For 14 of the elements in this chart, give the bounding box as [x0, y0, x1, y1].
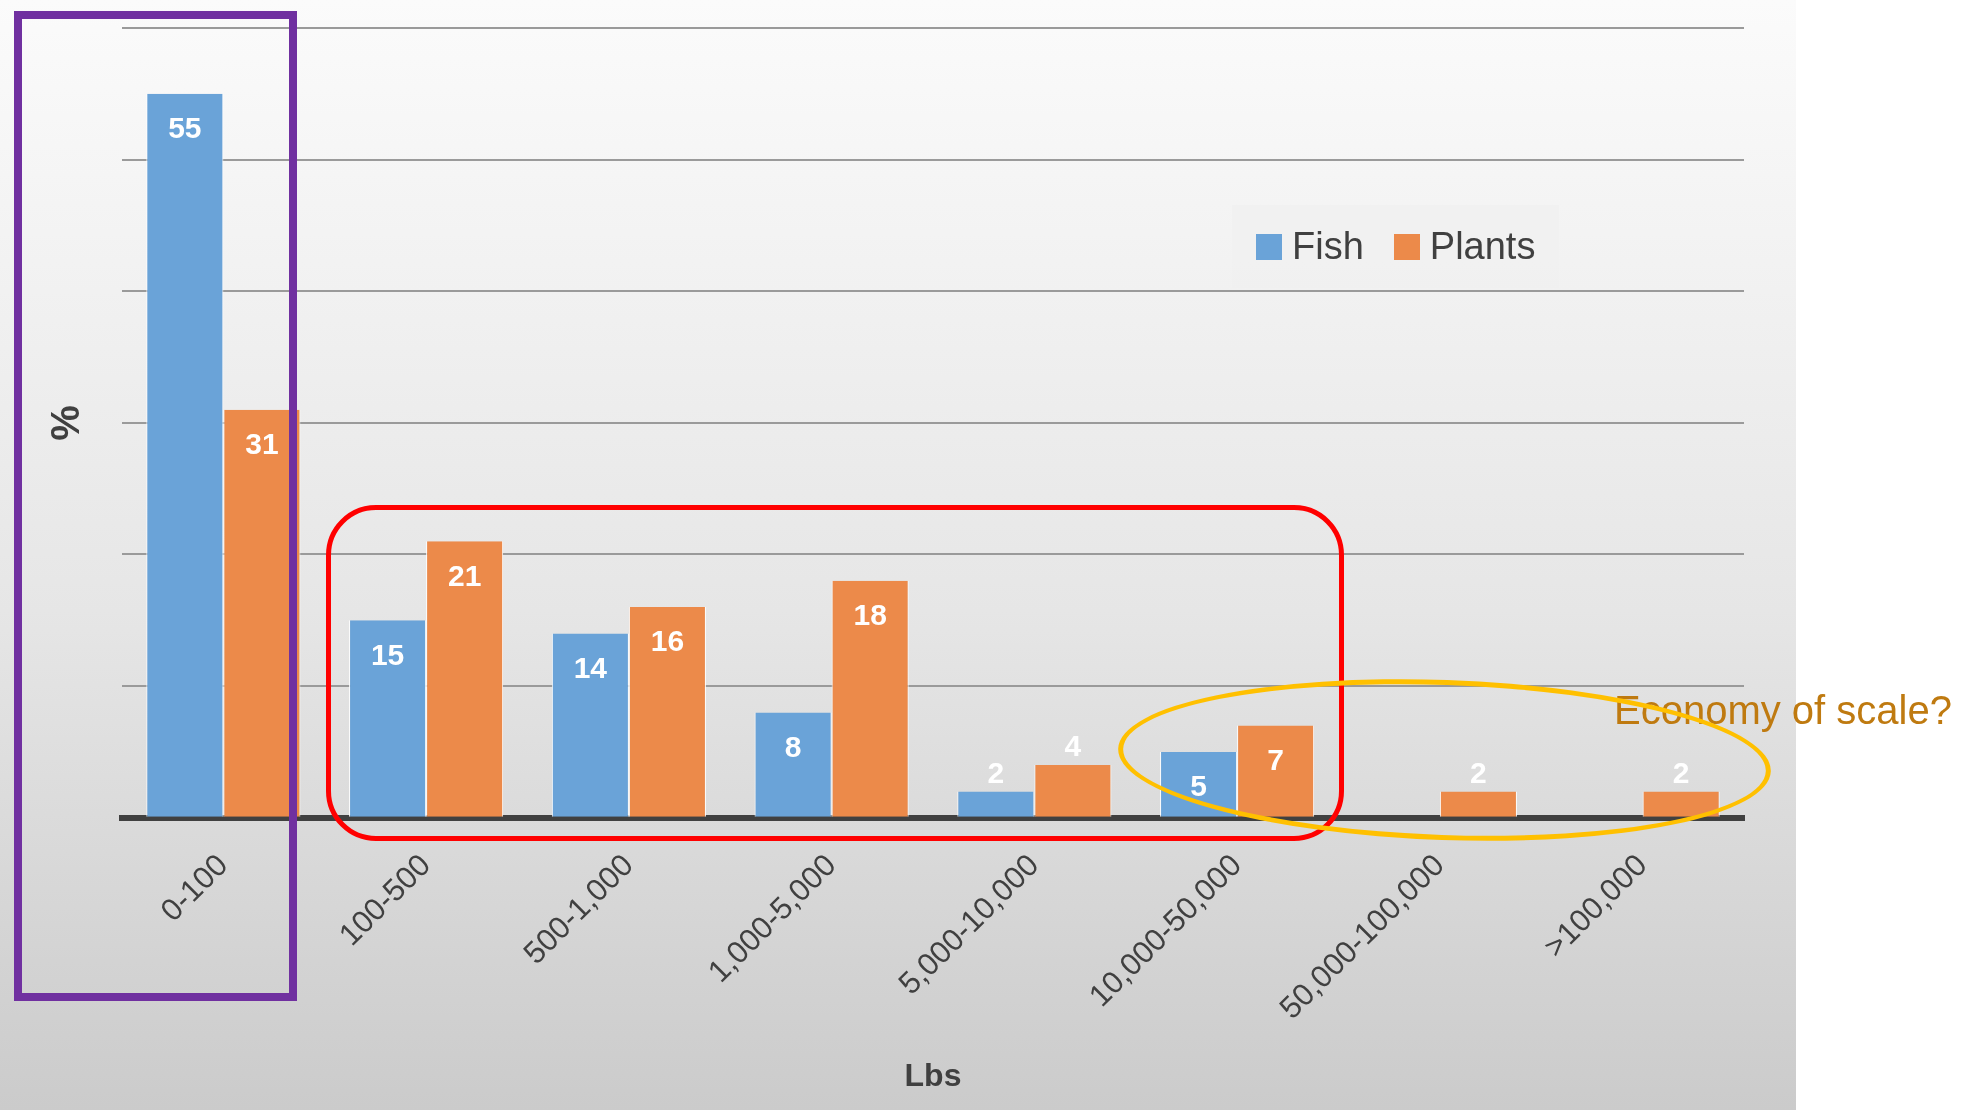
data-label: 7 [1267, 742, 1284, 776]
data-label: 55 [168, 111, 202, 145]
x-axis-title: Lbs [904, 1056, 962, 1093]
data-label: 5 [1190, 769, 1207, 803]
y-axis-title: % [43, 405, 88, 441]
data-label: 15 [370, 637, 405, 671]
data-label: 21 [447, 558, 482, 592]
legend-label: Fish [1292, 225, 1364, 268]
data-label: 31 [245, 426, 279, 460]
data-label: 14 [573, 650, 608, 684]
data-label: 18 [853, 598, 887, 632]
data-label: 16 [650, 624, 685, 658]
data-label: 8 [784, 729, 802, 763]
legend-label: Plants [1429, 225, 1536, 268]
